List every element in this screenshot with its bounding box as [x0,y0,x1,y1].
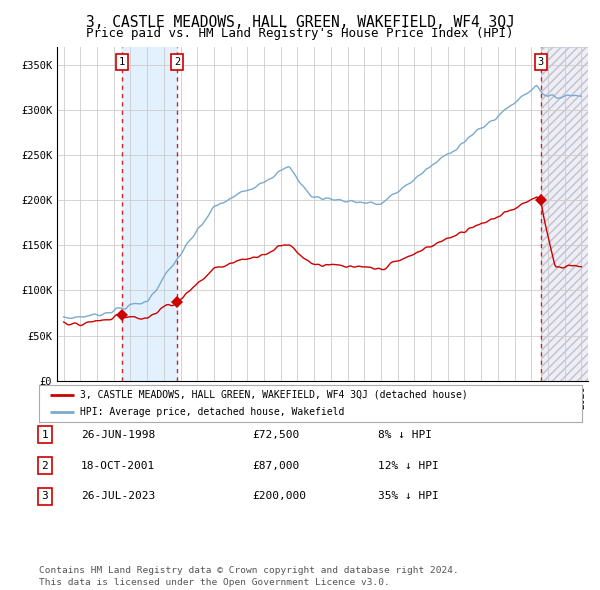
Bar [541,47,588,381]
Text: 3: 3 [41,491,49,501]
Text: 35% ↓ HPI: 35% ↓ HPI [378,491,439,501]
Text: 3: 3 [538,57,544,67]
Text: Price paid vs. HM Land Registry's House Price Index (HPI): Price paid vs. HM Land Registry's House … [86,27,514,40]
Text: 26-JUL-2023: 26-JUL-2023 [81,491,155,501]
Text: 12% ↓ HPI: 12% ↓ HPI [378,461,439,470]
Text: 26-JUN-1998: 26-JUN-1998 [81,430,155,440]
Text: £87,000: £87,000 [252,461,299,470]
Text: 1: 1 [119,57,125,67]
Text: £200,000: £200,000 [252,491,306,501]
Text: 1: 1 [41,430,49,440]
Text: 2: 2 [174,57,180,67]
Text: 2: 2 [41,461,49,470]
Text: 3, CASTLE MEADOWS, HALL GREEN, WAKEFIELD, WF4 3QJ: 3, CASTLE MEADOWS, HALL GREEN, WAKEFIELD… [86,15,514,30]
Text: 8% ↓ HPI: 8% ↓ HPI [378,430,432,440]
Text: 18-OCT-2001: 18-OCT-2001 [81,461,155,470]
Text: Contains HM Land Registry data © Crown copyright and database right 2024.
This d: Contains HM Land Registry data © Crown c… [39,566,459,587]
Text: £72,500: £72,500 [252,430,299,440]
Text: 3, CASTLE MEADOWS, HALL GREEN, WAKEFIELD, WF4 3QJ (detached house): 3, CASTLE MEADOWS, HALL GREEN, WAKEFIELD… [80,390,467,399]
Text: HPI: Average price, detached house, Wakefield: HPI: Average price, detached house, Wake… [80,407,344,417]
Bar [122,47,177,381]
